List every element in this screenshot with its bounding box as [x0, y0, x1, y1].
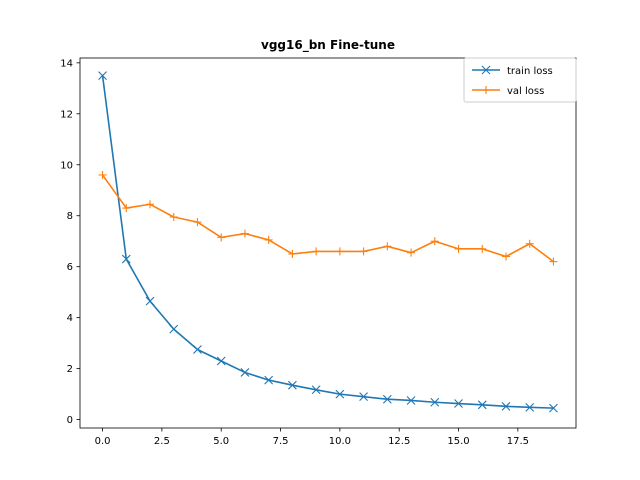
y-tick-label: 8: [67, 211, 73, 222]
x-axis: 0.0 2.5 5.0 7.5 10.0 12.5 15.0 17.5: [95, 428, 529, 447]
train-loss-point: [216, 356, 226, 366]
val-loss-point: [217, 233, 226, 242]
y-tick-label: 10: [60, 160, 73, 171]
y-tick-label: 6: [67, 262, 73, 273]
x-tick-label: 10.0: [329, 436, 351, 447]
train-loss-point: [359, 392, 368, 402]
x-tick-label: 17.5: [507, 436, 529, 447]
val-loss-point: [240, 229, 249, 238]
x-tick-label: 0.0: [95, 436, 111, 447]
y-tick-label: 2: [67, 364, 73, 375]
chart-title: vgg16_bn Fine-tune: [261, 38, 395, 53]
legend-label: val loss: [507, 86, 544, 97]
train-loss-point: [264, 375, 274, 385]
train-loss-point: [145, 296, 155, 306]
train-loss-point: [288, 380, 297, 390]
legend-label: train loss: [507, 66, 553, 77]
train-loss-point: [501, 401, 511, 411]
legend: train loss val loss: [463, 57, 577, 103]
legend-box: [463, 57, 577, 103]
val-loss-point: [478, 244, 487, 253]
val-loss-point: [335, 247, 344, 256]
train-loss-point: [240, 368, 250, 377]
plot-frame: [79, 57, 577, 429]
legend-marker: [482, 86, 490, 94]
train-loss-point: [430, 397, 440, 407]
train-loss-point: [121, 254, 131, 264]
x-tick-label: 5.0: [213, 436, 229, 447]
x-tick-label: 15.0: [447, 436, 469, 447]
y-tick-label: 4: [67, 313, 73, 324]
train-loss-series: [98, 71, 558, 413]
train-loss-point: [193, 345, 202, 354]
train-loss-point: [525, 402, 535, 412]
val-loss-point: [169, 213, 178, 222]
y-tick-label: 14: [60, 58, 73, 69]
val-loss-point: [430, 237, 439, 246]
legend-marker: [481, 65, 491, 75]
train-loss-point: [98, 71, 107, 80]
train-loss-point: [406, 396, 416, 405]
x-tick-label: 12.5: [388, 436, 410, 447]
val-loss-point: [407, 248, 416, 257]
val-loss-series: [98, 170, 558, 266]
train-loss-point: [335, 389, 345, 399]
legend-entry-val-loss: val loss: [472, 86, 544, 97]
train-loss-point: [311, 385, 321, 395]
val-loss-point: [146, 200, 155, 209]
y-tick-label: 0: [67, 415, 73, 426]
val-loss-point: [264, 235, 273, 244]
y-axis: 0 2 4 6 8 10 12 14: [60, 58, 80, 426]
train-loss-point: [454, 399, 463, 408]
val-loss-point: [454, 244, 463, 253]
val-loss-point: [359, 247, 368, 256]
y-tick-label: 12: [60, 109, 73, 120]
x-tick-label: 2.5: [154, 436, 170, 447]
train-loss-point: [382, 394, 392, 404]
x-tick-label: 7.5: [273, 436, 289, 447]
train-loss-point: [477, 400, 487, 410]
train-loss-point: [549, 403, 558, 413]
val-loss-point: [288, 249, 297, 258]
train-loss-point: [169, 324, 179, 334]
val-loss-point: [383, 242, 392, 251]
val-loss-point: [122, 204, 131, 213]
plot-series: [98, 71, 558, 413]
val-loss-point: [549, 257, 558, 266]
val-loss-point: [525, 239, 534, 248]
val-loss-point: [501, 252, 510, 261]
val-loss-point: [193, 218, 202, 227]
legend-entry-train-loss: train loss: [472, 65, 553, 77]
val-loss-point: [98, 170, 107, 179]
val-loss-point: [312, 247, 321, 256]
